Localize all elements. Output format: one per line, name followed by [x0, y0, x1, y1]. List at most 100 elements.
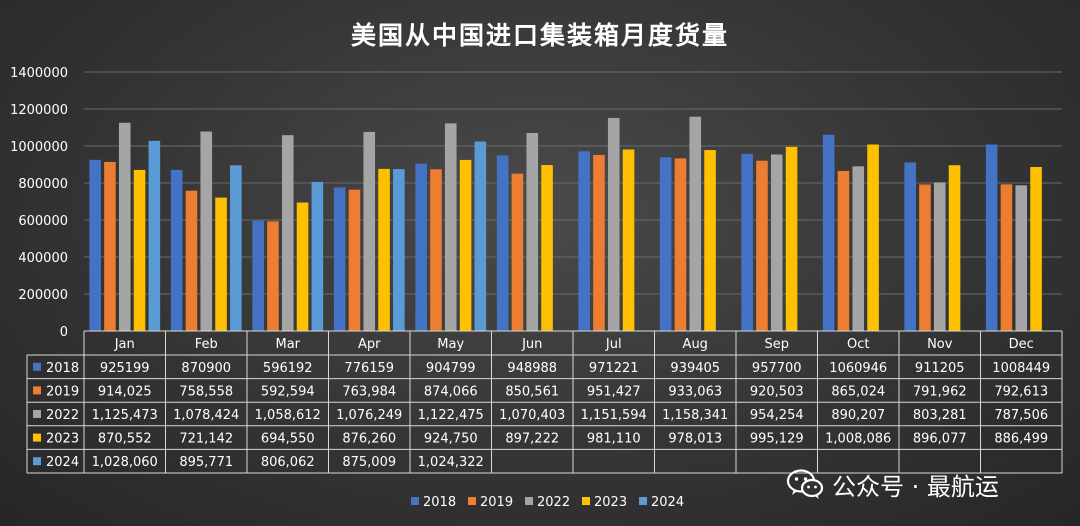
bar	[230, 165, 242, 331]
data-label: 971221	[589, 361, 639, 376]
y-tick-label: 400000	[18, 251, 68, 266]
bar	[104, 161, 116, 331]
legend-swatch	[468, 497, 476, 505]
data-label: 886,499	[994, 432, 1048, 447]
bar	[526, 132, 539, 331]
data-label: 1,078,424	[173, 408, 239, 423]
data-label: 806,062	[261, 455, 315, 470]
data-label: 957700	[752, 361, 802, 376]
watermark: 公众号 · 最航运	[786, 466, 999, 502]
bar	[607, 117, 620, 331]
bar	[185, 190, 198, 331]
bar	[785, 146, 798, 331]
data-label: 776159	[344, 361, 394, 376]
chart-title: 美国从中国进口集装箱月度货量	[350, 21, 729, 50]
table-legend-key	[33, 433, 41, 442]
data-label: 939405	[670, 361, 720, 376]
bar	[756, 160, 768, 331]
x-tick-label: Feb	[195, 337, 218, 352]
table-row-label: 2018	[46, 361, 79, 376]
bar	[867, 144, 879, 331]
data-label: 870900	[181, 361, 231, 376]
legend-swatch	[525, 497, 533, 505]
data-label: 758,558	[179, 384, 233, 399]
data-label: 1,122,475	[418, 408, 484, 423]
bar	[933, 182, 946, 331]
data-label: 791,962	[913, 384, 967, 399]
x-tick-label: Jun	[521, 337, 542, 352]
data-label: 924,750	[424, 432, 478, 447]
legend-swatch	[582, 497, 590, 505]
bar	[511, 173, 524, 331]
bar	[118, 122, 131, 331]
x-tick-label: Nov	[927, 337, 953, 352]
table-row-label: 2019	[46, 384, 79, 399]
table-row-label: 2024	[46, 455, 79, 470]
data-label: 951,427	[587, 384, 641, 399]
legend-label: 2024	[651, 495, 684, 510]
legend-label: 2018	[423, 495, 456, 510]
watermark-text: 公众号 · 最航运	[832, 472, 999, 501]
data-label: 1,151,594	[581, 408, 647, 423]
data-label: 694,550	[261, 432, 315, 447]
legend-label: 2022	[537, 495, 570, 510]
data-label: 978,013	[668, 432, 722, 447]
bar	[148, 140, 161, 331]
x-tick-label: Sep	[764, 337, 789, 352]
data-label: 1,076,249	[336, 408, 402, 423]
bar	[674, 158, 687, 331]
bar	[215, 197, 227, 331]
bar	[837, 170, 850, 331]
data-label: 981,110	[587, 432, 641, 447]
data-label: 1,028,060	[92, 455, 158, 470]
bar	[578, 151, 590, 331]
table-row-label: 2023	[46, 432, 79, 447]
bar	[1000, 184, 1013, 331]
bar	[333, 187, 346, 331]
data-label: 890,207	[831, 408, 885, 423]
y-tick-label: 800000	[18, 177, 68, 192]
bar	[444, 123, 457, 331]
y-tick-label: 1200000	[10, 103, 68, 118]
data-label: 920,503	[750, 384, 804, 399]
table-legend-key	[33, 386, 41, 395]
bar	[659, 157, 672, 331]
bar	[170, 169, 183, 331]
bar	[822, 134, 835, 331]
data-label: 875,009	[342, 455, 396, 470]
data-label: 1008449	[992, 361, 1050, 376]
data-label: 787,506	[994, 408, 1048, 423]
y-tick-label: 1000000	[10, 140, 68, 155]
data-label: 592,594	[261, 384, 315, 399]
data-label: 763,984	[342, 384, 396, 399]
bar	[474, 141, 487, 331]
bar	[541, 165, 553, 331]
y-tick-label: 200000	[18, 288, 68, 303]
bar	[689, 116, 702, 332]
bar	[133, 169, 146, 331]
bar	[622, 149, 635, 331]
y-tick-label: 1400000	[10, 66, 68, 81]
bar	[348, 189, 361, 331]
bar	[296, 202, 309, 331]
legend-swatch	[411, 497, 419, 505]
legend-label: 2019	[480, 495, 513, 510]
legend-label: 2023	[594, 495, 627, 510]
x-tick-label: May	[437, 337, 464, 352]
wechat-icon	[786, 469, 824, 499]
data-label: 911205	[915, 361, 965, 376]
data-label: 925199	[100, 361, 150, 376]
bar	[363, 131, 376, 331]
table-legend-key	[33, 362, 41, 371]
bar	[985, 144, 998, 331]
data-label: 1,070,403	[499, 408, 565, 423]
bar	[430, 169, 442, 331]
data-label: 1,024,322	[418, 455, 484, 470]
bar	[378, 168, 390, 331]
bar	[252, 220, 264, 331]
table-row-label: 2022	[46, 408, 79, 423]
data-label: 1,008,086	[825, 432, 891, 447]
y-tick-label: 0	[60, 325, 68, 340]
data-label: 897,222	[505, 432, 559, 447]
data-label: 1,158,341	[662, 408, 728, 423]
